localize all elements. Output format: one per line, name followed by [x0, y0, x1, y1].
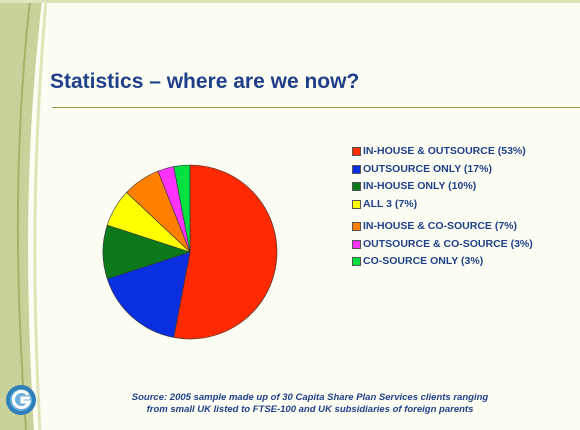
legend-item-5: IN-HOUSE & CO-SOURCE (7%): [352, 220, 552, 233]
legend-label-2: OUTSOURCE ONLY (17%): [363, 162, 492, 175]
source-note: Source: 2005 sample made up of 30 Capita…: [80, 392, 540, 416]
legend-item-3: IN-HOUSE ONLY (10%): [352, 180, 552, 193]
legend-label-7: CO-SOURCE ONLY (3%): [363, 255, 484, 267]
source-line-1: Source: 2005 sample made up of 30 Capita…: [131, 392, 489, 403]
slide-title: Statistics – where are we now?: [50, 70, 360, 93]
legend-label-4: ALL 3 (7%): [363, 197, 418, 210]
legend-item-2: OUTSOURCE ONLY (17%): [352, 163, 552, 176]
legend-swatch-4: [352, 199, 361, 209]
legend-swatch-3: [352, 182, 361, 191]
legend-swatch-1: [352, 147, 361, 156]
legend-swatch-6: [352, 239, 361, 249]
chart-legend: IN-HOUSE & OUTSOURCE (53%) OUTSOURCE ONLY…: [352, 145, 552, 273]
pie-slice-2: [106, 251, 191, 338]
pie-slice-1: [173, 164, 278, 340]
source-line-2: from small UK listed to FTSE-100 and UK …: [146, 404, 474, 415]
legend-label-6: OUTSOURCE & CO-SOURCE (3%): [363, 237, 533, 250]
legend-item-6: OUTSOURCE & CO-SOURCE (3%): [352, 238, 552, 251]
legend-swatch-2: [352, 164, 361, 174]
logo-icon: [6, 385, 36, 415]
legend-swatch-7: [352, 257, 361, 266]
legend-label-3: IN-HOUSE ONLY (10%): [363, 180, 477, 192]
pie-slice-7: [173, 164, 191, 253]
legend-swatch-5: [352, 222, 361, 231]
legend-item-1: IN-HOUSE & OUTSOURCE (53%): [352, 145, 552, 158]
title-divider: [52, 107, 580, 108]
legend-label-5: IN-HOUSE & CO-SOURCE (7%): [363, 220, 518, 232]
legend-item-7: CO-SOURCE ONLY (3%): [352, 255, 552, 268]
legend-item-4: ALL 3 (7%): [352, 198, 552, 211]
legend-label-1: IN-HOUSE & OUTSOURCE (53%): [363, 145, 526, 157]
